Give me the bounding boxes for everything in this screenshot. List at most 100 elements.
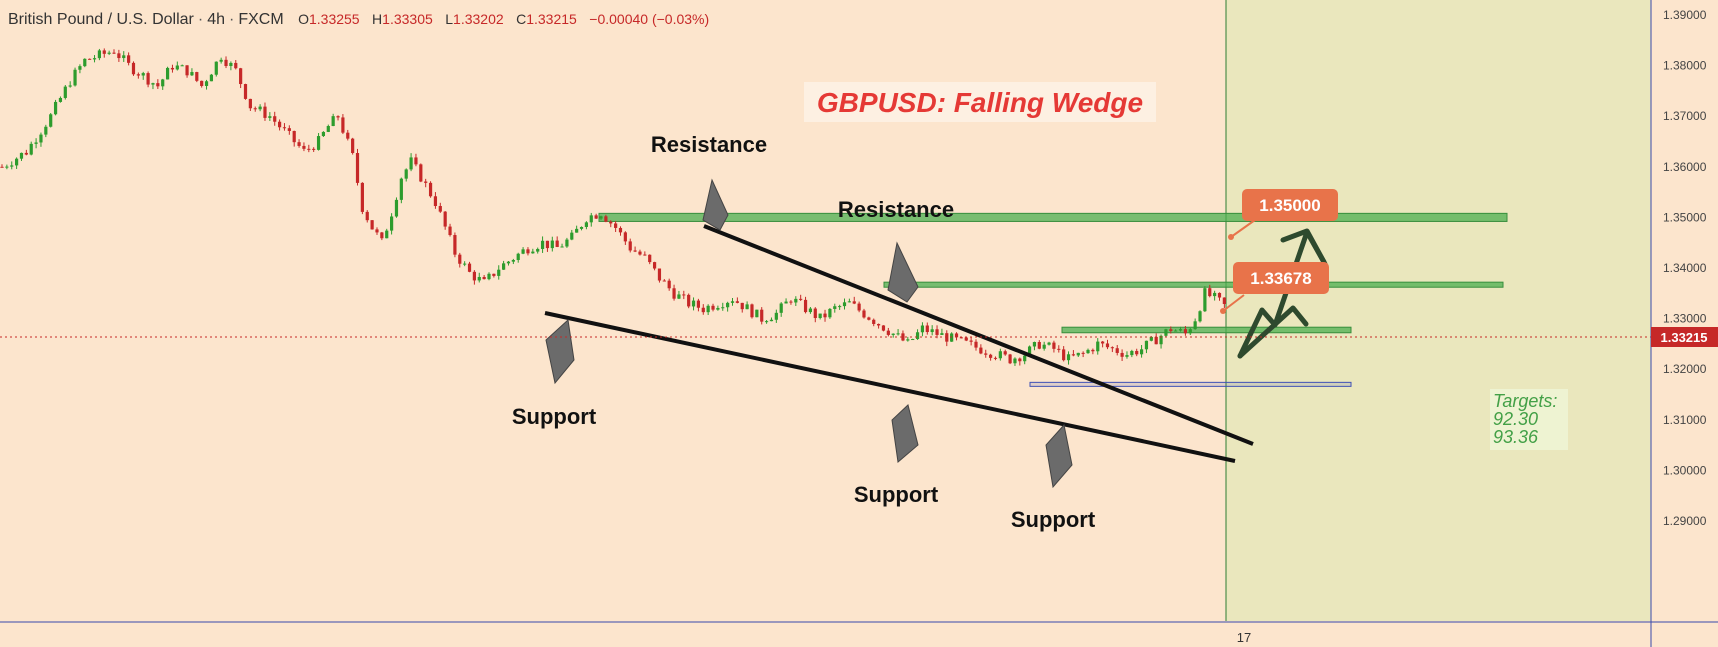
candle-body [453,235,457,255]
interval[interactable]: 4h [207,11,225,28]
candle-body [803,299,808,313]
target-value-1: 92.30 [1493,409,1538,429]
candle-body [1203,288,1207,312]
candle-body [974,341,978,348]
arrow-support-2 [891,404,919,463]
candle-body [701,307,705,313]
candle-body [633,250,637,252]
candle-body [526,249,530,254]
candle-body [915,332,920,340]
candle-body [623,232,627,242]
candle-body [954,333,959,338]
candle-body [852,301,856,304]
candle-body [355,153,360,183]
candle-body [696,300,701,308]
candle-body [760,309,764,322]
support-label-2: Support [854,482,939,507]
candle-body [935,329,939,335]
candle-body [618,227,623,233]
candle-body [726,302,730,308]
callout-1-35000: 1.35000 [1228,189,1338,240]
candle-body [643,254,647,256]
symbol-name[interactable]: British Pound / U.S. Dollar [8,11,195,28]
candle-body [360,182,364,212]
price-axis[interactable]: 1.39000 1.38000 1.37000 1.36000 1.35000 1.340… [1663,8,1707,528]
candle-body [1101,341,1105,344]
candle-body [730,301,735,303]
candle-body [433,196,438,207]
price-axis-tick: 1.31000 [1663,413,1707,427]
candle-body [1027,346,1032,356]
candle-body [1023,355,1027,362]
candle-body [443,211,447,227]
candle-body [122,55,126,59]
candle-body [984,353,988,355]
candle-body [755,309,759,318]
candle-body [555,240,559,247]
price-axis-tick: 1.35000 [1663,210,1707,224]
header-legend: British Pound / U.S. Dollar · 4h · FXCM O1.3… [8,11,709,28]
candle-body [10,165,14,167]
candle-body [764,321,769,323]
candle-body [511,260,515,262]
candle-body [273,116,277,122]
candle-body [1076,352,1080,356]
price-axis-tick: 1.37000 [1663,109,1707,123]
resistance-label-2: Resistance [838,197,954,222]
candle-body [263,106,267,118]
candle-body [49,114,53,127]
price-axis-tick: 1.29000 [1663,514,1707,528]
candle-body [506,261,511,264]
candles-layer [0,48,1226,366]
candle-body [239,68,243,85]
candle-body [19,152,24,159]
candle-body [1149,336,1153,341]
candle-body [302,145,306,149]
candle-body [331,116,335,127]
candle-body [842,302,847,307]
candle-body [794,298,798,303]
change-value: −0.00040 (−0.03%) [589,11,709,27]
candle-body [847,301,851,303]
candle-body [185,65,189,76]
candle-body [161,79,165,87]
close-label: C [516,11,526,27]
candle-body [959,337,963,339]
resistance-trendline [703,224,1254,446]
candle-body [136,74,140,76]
price-axis-tick: 1.36000 [1663,160,1707,174]
candle-body [545,240,550,249]
candle-body [472,271,476,281]
candle-body [365,211,369,221]
candle-body [565,239,569,247]
candle-body [677,294,681,299]
candle-body [833,306,837,309]
candle-body [200,80,204,86]
candle-body [83,58,87,67]
candle-body [29,143,33,155]
candle-body [68,85,72,87]
candle-body [24,152,28,155]
candle-body [102,50,106,54]
candle-body [1018,358,1022,362]
candle-body [1154,336,1158,345]
candle-body [721,307,725,309]
candle-body [165,67,170,80]
candle-body [1125,355,1129,357]
candle-body [672,288,676,299]
candle-body [316,136,321,150]
price-axis-tick: 1.33000 [1663,312,1707,326]
candle-body [813,308,817,319]
candle-body [993,357,998,359]
price-axis-tick: 1.34000 [1663,261,1707,275]
candle-body [1178,329,1183,331]
candle-body [458,254,462,264]
candle-body [73,69,77,86]
resistance-label-1: Resistance [651,132,767,157]
candle-body [97,50,101,59]
candle-body [39,134,43,143]
candle-body [312,148,316,150]
candle-body [579,226,584,229]
candle-body [180,65,184,67]
